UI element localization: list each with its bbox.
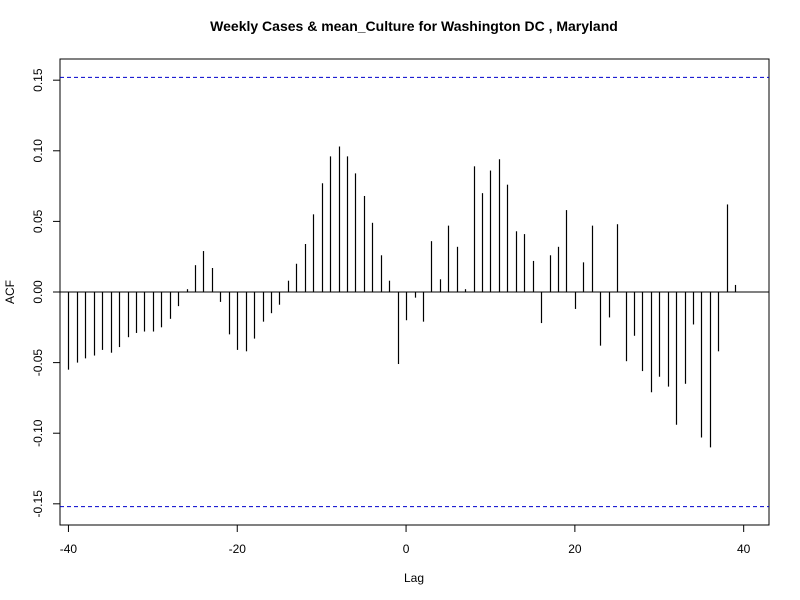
- x-axis: -40 -20 0 20 40: [60, 525, 751, 556]
- x-axis-label: Lag: [404, 571, 424, 585]
- x-tick-label: 40: [737, 542, 751, 556]
- y-tick-label: -0.10: [31, 419, 45, 447]
- y-tick-label: 0.00: [31, 280, 45, 304]
- x-tick-label: 20: [568, 542, 582, 556]
- x-tick-label: -20: [229, 542, 247, 556]
- y-tick-label: 0.05: [31, 209, 45, 233]
- x-tick-label: 0: [403, 542, 410, 556]
- y-tick-label: -0.15: [31, 490, 45, 518]
- x-tick-label: -40: [60, 542, 78, 556]
- acf-bars: [60, 146, 769, 448]
- y-tick-label: 0.15: [31, 68, 45, 92]
- chart-title: Weekly Cases & mean_Culture for Washingt…: [210, 18, 618, 34]
- confidence-bounds: [60, 76, 769, 508]
- y-axis: -0.15 -0.10 -0.05 0.00 0.05 0.10 0.15: [31, 68, 60, 517]
- y-axis-label: ACF: [3, 280, 17, 304]
- y-tick-label: 0.10: [31, 139, 45, 163]
- y-tick-label: -0.05: [31, 349, 45, 377]
